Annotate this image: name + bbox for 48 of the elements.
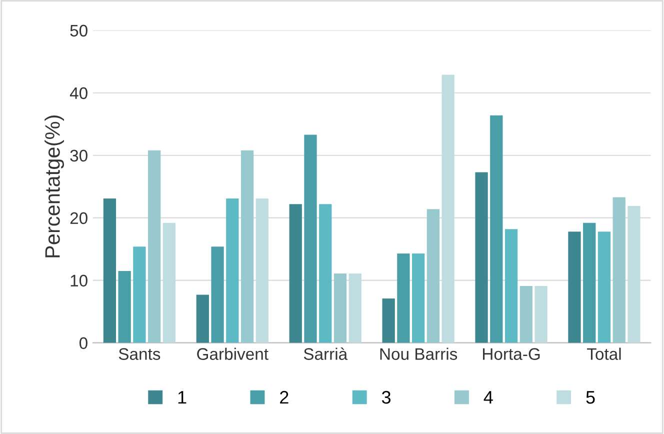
bar (612, 197, 626, 343)
bar (412, 253, 425, 343)
legend-label: 3 (382, 390, 391, 404)
y-tick-label: 20 (70, 212, 88, 224)
bar (628, 206, 640, 343)
y-tick-label: 40 (70, 87, 88, 100)
bar (103, 198, 116, 343)
x-tick-label: Garbivent (197, 348, 268, 360)
bar (304, 134, 317, 343)
bar (583, 222, 596, 343)
bar (289, 204, 302, 343)
legend-label: 5 (586, 391, 595, 404)
y-tick-label: 30 (70, 150, 88, 162)
bar (334, 273, 347, 343)
bar (256, 198, 268, 343)
bar (319, 204, 332, 343)
y-axis-title: Percentatge(%) (44, 116, 64, 258)
bar (397, 253, 410, 343)
legend-label: 2 (280, 390, 288, 404)
bar (226, 198, 239, 343)
bar (520, 286, 532, 343)
bar (426, 209, 440, 343)
x-tick-label: Total (587, 348, 621, 360)
bar (568, 232, 581, 343)
bar (118, 270, 131, 343)
bar (148, 150, 161, 343)
bar (240, 150, 254, 343)
bar (348, 273, 362, 343)
bar (442, 74, 454, 343)
bar (211, 246, 224, 343)
bar (196, 294, 209, 343)
y-tick-label: 0 (79, 337, 88, 350)
x-tick-label: Sarrià (304, 348, 348, 360)
legend-label: 4 (484, 391, 493, 404)
x-tick-label: Nou Barris (380, 348, 458, 360)
legend-label: 1 (178, 391, 186, 404)
y-tick-label: 50 (70, 24, 88, 37)
bar (162, 222, 176, 343)
bar (490, 115, 503, 343)
bar (534, 286, 548, 343)
bar (598, 232, 611, 343)
bar (133, 246, 146, 343)
bar (382, 298, 395, 343)
y-tick-label: 10 (70, 274, 88, 287)
x-tick-label: Horta-G (483, 348, 540, 360)
bar (504, 229, 518, 343)
bar (475, 172, 488, 343)
x-tick-label: Sants (118, 348, 160, 360)
